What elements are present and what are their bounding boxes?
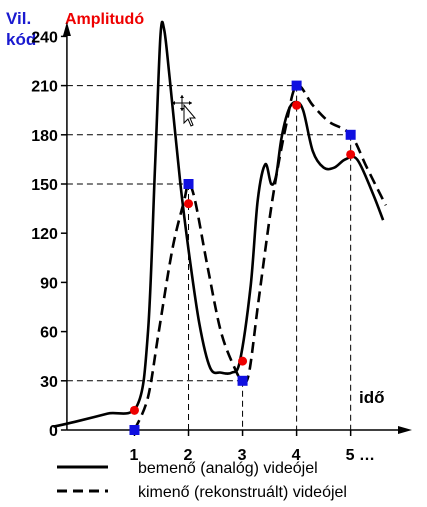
y-axis-label-line1: Vil.: [6, 9, 31, 28]
series-lines: [53, 20, 387, 431]
y-tick-label: 120: [31, 226, 58, 243]
quantized-sample-marker: [237, 375, 248, 386]
y-tick-label: 150: [31, 177, 58, 194]
x-tick-label: 5 …: [346, 447, 375, 464]
y-tick-label: 180: [31, 128, 58, 145]
quantized-sample-marker: [345, 129, 356, 140]
move-cursor-icon: [172, 95, 197, 127]
y-axis-arrow: [62, 22, 71, 36]
chart-title: Amplitudó: [65, 11, 144, 28]
x-tick-labels: 1 2 3 4 5 …: [129, 447, 375, 464]
y-tick-label: 0: [49, 423, 58, 440]
analog-sample-marker: [129, 405, 139, 415]
analog-sample-marker: [346, 149, 356, 159]
analog-sample-marker: [184, 199, 194, 209]
legend-dashed-label: kimenő (rekonstruált) videójel: [138, 484, 347, 501]
series-line-analog: [53, 20, 385, 428]
x-tick-label: 1: [129, 447, 138, 464]
y-tick-label: 60: [40, 325, 58, 342]
analog-sample-marker: [292, 100, 302, 110]
x-tick-label: 2: [184, 447, 193, 464]
x-axis-arrow: [398, 426, 412, 434]
y-tick-label: 90: [40, 275, 58, 292]
x-tick-label: 4: [292, 447, 301, 464]
y-tick-label: 30: [40, 374, 58, 391]
legend-solid-label: bemenő (analóg) videójel: [138, 460, 318, 477]
quantized-sample-marker: [183, 179, 194, 189]
y-tick-labels: 0 30 60 90 120 150 180 210 240: [31, 29, 58, 440]
guide-lines: [66, 85, 352, 430]
sample-markers: [129, 80, 356, 435]
x-tick-label: 3: [238, 447, 247, 464]
y-tick-label: 210: [31, 79, 58, 96]
x-axis-label: idő: [359, 388, 385, 407]
quantized-sample-marker: [291, 80, 302, 91]
legend: bemenő (analóg) videójel kimenő (rekonst…: [57, 460, 347, 501]
y-tick-label: 240: [31, 29, 58, 46]
analog-sample-marker: [238, 356, 248, 366]
y-axis-label-line2: kód: [6, 30, 36, 49]
quantized-sample-marker: [129, 425, 140, 435]
axes: [60, 22, 412, 436]
